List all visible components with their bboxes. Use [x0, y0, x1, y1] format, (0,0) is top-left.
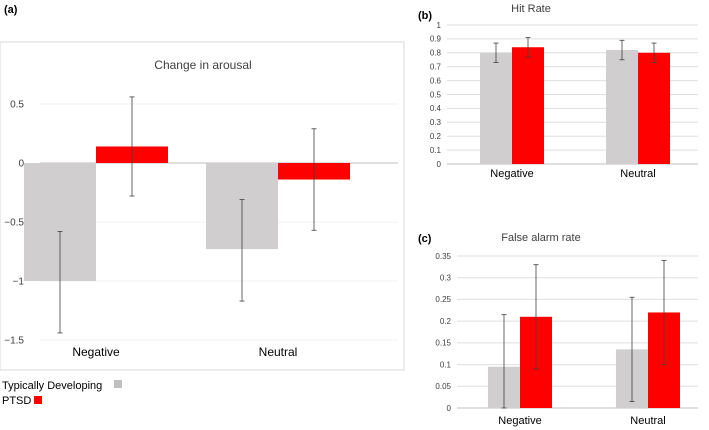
category-label: Neutral: [620, 168, 655, 180]
category-label: Negative: [498, 415, 541, 427]
y-tick-label: 0.8: [430, 49, 442, 58]
chart-c-bars: [488, 312, 680, 408]
category-label: Negative: [490, 168, 533, 180]
chart-b-bars: [480, 47, 670, 164]
y-tick-label: 0.5: [430, 90, 442, 99]
chart-c-yticks: 0 0.05 0.1 0.15 0.2 0.25 0.3 0.35: [435, 252, 451, 413]
panel-label-a: (a): [4, 4, 18, 16]
y-tick-label: 0.2: [440, 317, 452, 326]
bar-ptsd: [638, 52, 670, 164]
y-tick-label: 0.6: [430, 76, 442, 85]
y-tick-label: 0.35: [435, 252, 451, 261]
bar-typically-developing: [606, 50, 638, 164]
y-tick-label: 0.2: [430, 132, 442, 141]
chart-change-in-arousal: Change in arousal 0.5 0 −0.5 −1 −1.5 Negativ…: [0, 41, 405, 371]
y-tick-label: 1: [437, 21, 442, 30]
chart-b-errorbars: [493, 37, 657, 63]
category-label: Neutral: [630, 415, 665, 427]
chart-c-categories: Negative Neutral: [498, 415, 665, 427]
legend: Typically Developing PTSD: [2, 380, 122, 407]
y-tick-label: −1: [13, 277, 25, 288]
y-tick-label: 0.5: [10, 100, 24, 111]
y-tick-label: 0.7: [430, 63, 442, 72]
panel-label-c: (c): [418, 233, 432, 245]
y-tick-label: 0.05: [435, 382, 451, 391]
y-tick-label: 0: [437, 160, 442, 169]
y-tick-label: 0.9: [430, 35, 442, 44]
y-tick-label: −1.5: [4, 336, 24, 347]
y-tick-label: 0.4: [430, 104, 442, 113]
chart-hit-rate: Hit Rate 0 0.1 0.2 0.3 0.4 0.5 0.6 0.7 0.8 0.9 1 N…: [430, 3, 698, 180]
bar-typically-developing: [480, 52, 512, 164]
chart-a-yticks: 0.5 0 −0.5 −1 −1.5: [4, 100, 24, 347]
y-tick-label: 0.1: [430, 146, 442, 155]
chart-false-alarm-rate: False alarm rate 00.050.10.150.20.250.30…: [435, 232, 698, 427]
legend-swatch-typically-developing: [114, 380, 122, 388]
y-tick-label: −0.5: [4, 218, 24, 229]
bar-ptsd: [512, 47, 544, 164]
legend-swatch-ptsd: [34, 396, 42, 404]
y-tick-label: 0.3: [440, 274, 452, 283]
y-tick-label: 0.15: [435, 339, 451, 348]
y-tick-label: 0: [447, 404, 452, 413]
chart-b-yticks: 0 0.1 0.2 0.3 0.4 0.5 0.6 0.7 0.8 0.9 1: [430, 21, 442, 169]
legend-label-typically-developing: Typically Developing: [2, 380, 102, 392]
y-tick-label: 0: [18, 159, 24, 170]
chart-b-title: Hit Rate: [511, 3, 551, 15]
y-tick-label: 0.3: [430, 118, 442, 127]
chart-c-title: False alarm rate: [501, 232, 580, 244]
panel-label-b: (b): [418, 10, 432, 22]
legend-label-ptsd: PTSD: [2, 395, 31, 407]
category-label: Neutral: [259, 345, 298, 359]
chart-a-title: Change in arousal: [154, 58, 251, 72]
chart-b-categories: Negative Neutral: [490, 168, 655, 180]
y-tick-label: 0.25: [435, 295, 451, 304]
chart-a-categories: Negative Neutral: [72, 345, 297, 359]
category-label: Negative: [72, 345, 120, 359]
chart-c-errorbars: [501, 259, 667, 409]
y-tick-label: 0.1: [440, 360, 452, 369]
chart-a-errorbars: [57, 96, 317, 334]
